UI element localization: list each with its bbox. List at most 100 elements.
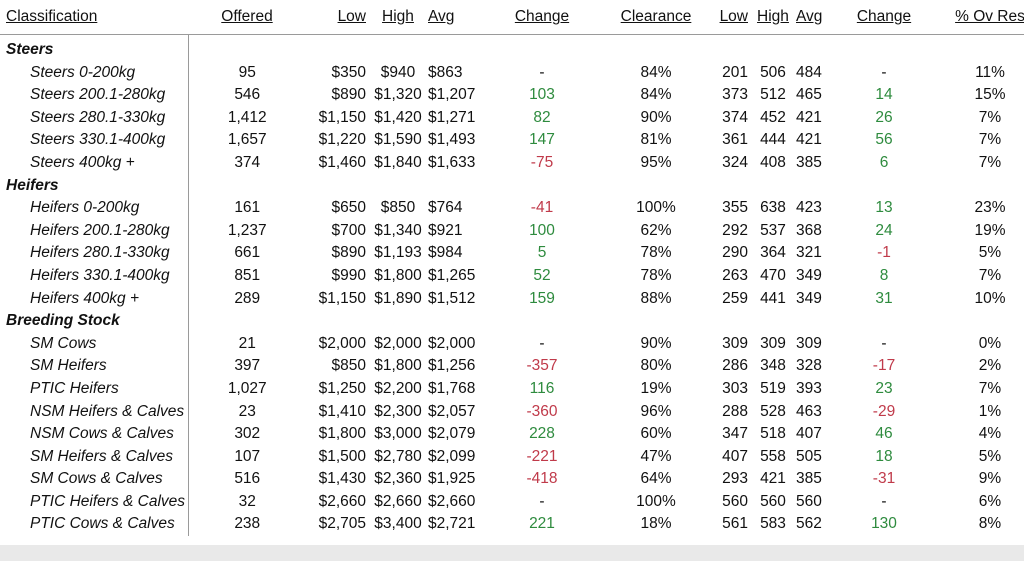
low-price-cell: $1,250 <box>318 379 366 397</box>
clearance-cell: 78% <box>640 266 672 284</box>
change-cell: - <box>539 63 545 81</box>
clearance-cell: 100% <box>636 199 676 217</box>
classification-cell: PTIC Heifers <box>0 377 189 401</box>
header-low-cents: Low <box>716 0 752 35</box>
low-price-cell: $1,150 <box>318 289 366 307</box>
header-high-cents: High <box>752 0 794 35</box>
change-cell: -357 <box>526 357 558 375</box>
avg-cents-cell: 407 <box>796 425 822 443</box>
avg-cents-cell: 421 <box>796 108 822 126</box>
low-cents-cell: 374 <box>722 108 748 126</box>
empty-cell <box>306 175 370 198</box>
high-price-cell: $2,660 <box>374 492 422 510</box>
low-price-cell: $2,000 <box>318 334 366 352</box>
classification-cell: Steers 0-200kg <box>0 61 189 85</box>
offered-cell: 661 <box>234 244 261 262</box>
pct-over-reserve-cell: 10% <box>974 289 1006 307</box>
classification-cell: NSM Cows & Calves <box>0 423 189 446</box>
high-cents-cell: 537 <box>760 221 786 239</box>
pct-over-reserve-cell: 15% <box>974 86 1006 104</box>
high-price-cell: $3,000 <box>374 425 422 443</box>
change-cents-cell: -31 <box>872 470 896 488</box>
change-cell: -75 <box>530 153 554 171</box>
low-cents-cell: 292 <box>722 221 748 239</box>
low-cents-cell: 373 <box>722 86 748 104</box>
low-price-cell: $1,500 <box>318 447 366 465</box>
header-low: Low <box>306 0 370 35</box>
high-price-cell: $1,590 <box>374 131 422 149</box>
classification-cell: Steers 280.1-330kg <box>0 106 189 130</box>
avg-price-cell: $2,057 <box>428 402 476 420</box>
clearance-cell: 64% <box>640 470 672 488</box>
pct-over-reserve-cell: 5% <box>978 244 1002 262</box>
offered-cell: 238 <box>234 515 261 533</box>
change-cents-cell: 46 <box>875 425 893 443</box>
pct-over-reserve-cell: 4% <box>978 425 1002 443</box>
offered-cell: 851 <box>234 266 261 284</box>
classification-cell: SM Cows <box>0 332 189 356</box>
change-cell: -418 <box>526 470 558 488</box>
empty-cell <box>752 175 794 198</box>
pct-over-reserve-cell: 6% <box>978 492 1002 510</box>
classification-cell: Heifers 400kg + <box>0 287 189 311</box>
pct-over-reserve-cell: 23% <box>974 199 1006 217</box>
empty-cell <box>752 35 794 62</box>
offered-cell: 374 <box>234 153 261 171</box>
avg-price-cell: $1,265 <box>428 266 476 284</box>
header-row: Classification Offered Low High Avg Chan… <box>0 0 1024 35</box>
empty-cell <box>426 175 488 198</box>
offered-cell: 289 <box>234 289 261 307</box>
high-price-cell: $1,420 <box>374 108 422 126</box>
low-cents-cell: 561 <box>722 515 748 533</box>
table-row: SM Heifers & Calves 107 $1,500 $2,780 $2,099… <box>0 445 1024 469</box>
avg-price-cell: $1,925 <box>428 470 476 488</box>
table-row: Heifers 280.1-330kg 661 $890 $1,193 $984 5 78%… <box>0 242 1024 265</box>
offered-cell: 95 <box>238 63 256 81</box>
low-cents-cell: 324 <box>722 153 748 171</box>
high-cents-cell: 558 <box>760 447 786 465</box>
change-cell: 82 <box>533 108 551 126</box>
offered-cell: 32 <box>238 492 256 510</box>
avg-cents-cell: 560 <box>796 492 822 510</box>
offered-cell: 1,412 <box>227 108 267 126</box>
empty-cell <box>188 175 306 198</box>
empty-cell <box>828 35 940 62</box>
high-cents-cell: 512 <box>760 86 786 104</box>
group-title: Heifers <box>0 174 189 198</box>
change-cell: 228 <box>529 425 555 443</box>
change-cents-cell: -1 <box>877 244 891 262</box>
clearance-cell: 19% <box>640 379 672 397</box>
avg-price-cell: $2,000 <box>428 334 476 352</box>
low-price-cell: $890 <box>331 244 366 262</box>
clearance-cell: 88% <box>640 289 672 307</box>
header-clearance: Clearance <box>596 0 716 35</box>
high-cents-cell: 364 <box>760 244 786 262</box>
avg-cents-cell: 423 <box>796 199 822 217</box>
empty-cell <box>828 310 940 333</box>
avg-cents-cell: 321 <box>796 244 822 262</box>
header-classification: Classification <box>0 0 188 35</box>
clearance-cell: 84% <box>640 86 672 104</box>
avg-price-cell: $1,768 <box>428 379 476 397</box>
change-cell: -360 <box>526 402 558 420</box>
low-price-cell: $1,460 <box>318 153 366 171</box>
low-cents-cell: 263 <box>722 266 748 284</box>
avg-price-cell: $2,721 <box>428 515 476 533</box>
offered-cell: 21 <box>238 334 256 352</box>
sale-report-sheet: Classification Offered Low High Avg Chan… <box>0 0 1024 545</box>
avg-cents-cell: 465 <box>796 86 822 104</box>
change-cell: 5 <box>537 244 547 262</box>
high-price-cell: $3,400 <box>374 515 422 533</box>
low-cents-cell: 290 <box>722 244 748 262</box>
empty-cell <box>188 310 306 333</box>
empty-cell <box>306 35 370 62</box>
change-cents-cell: - <box>881 334 887 352</box>
pct-over-reserve-cell: 7% <box>978 266 1002 284</box>
change-cents-cell: 23 <box>875 379 893 397</box>
header-offered: Offered <box>188 0 306 35</box>
empty-cell <box>940 310 1024 333</box>
classification-cell: SM Heifers & Calves <box>0 445 189 469</box>
high-cents-cell: 528 <box>760 402 786 420</box>
header-high: High <box>370 0 426 35</box>
sale-report-table: Classification Offered Low High Avg Chan… <box>0 0 1024 537</box>
